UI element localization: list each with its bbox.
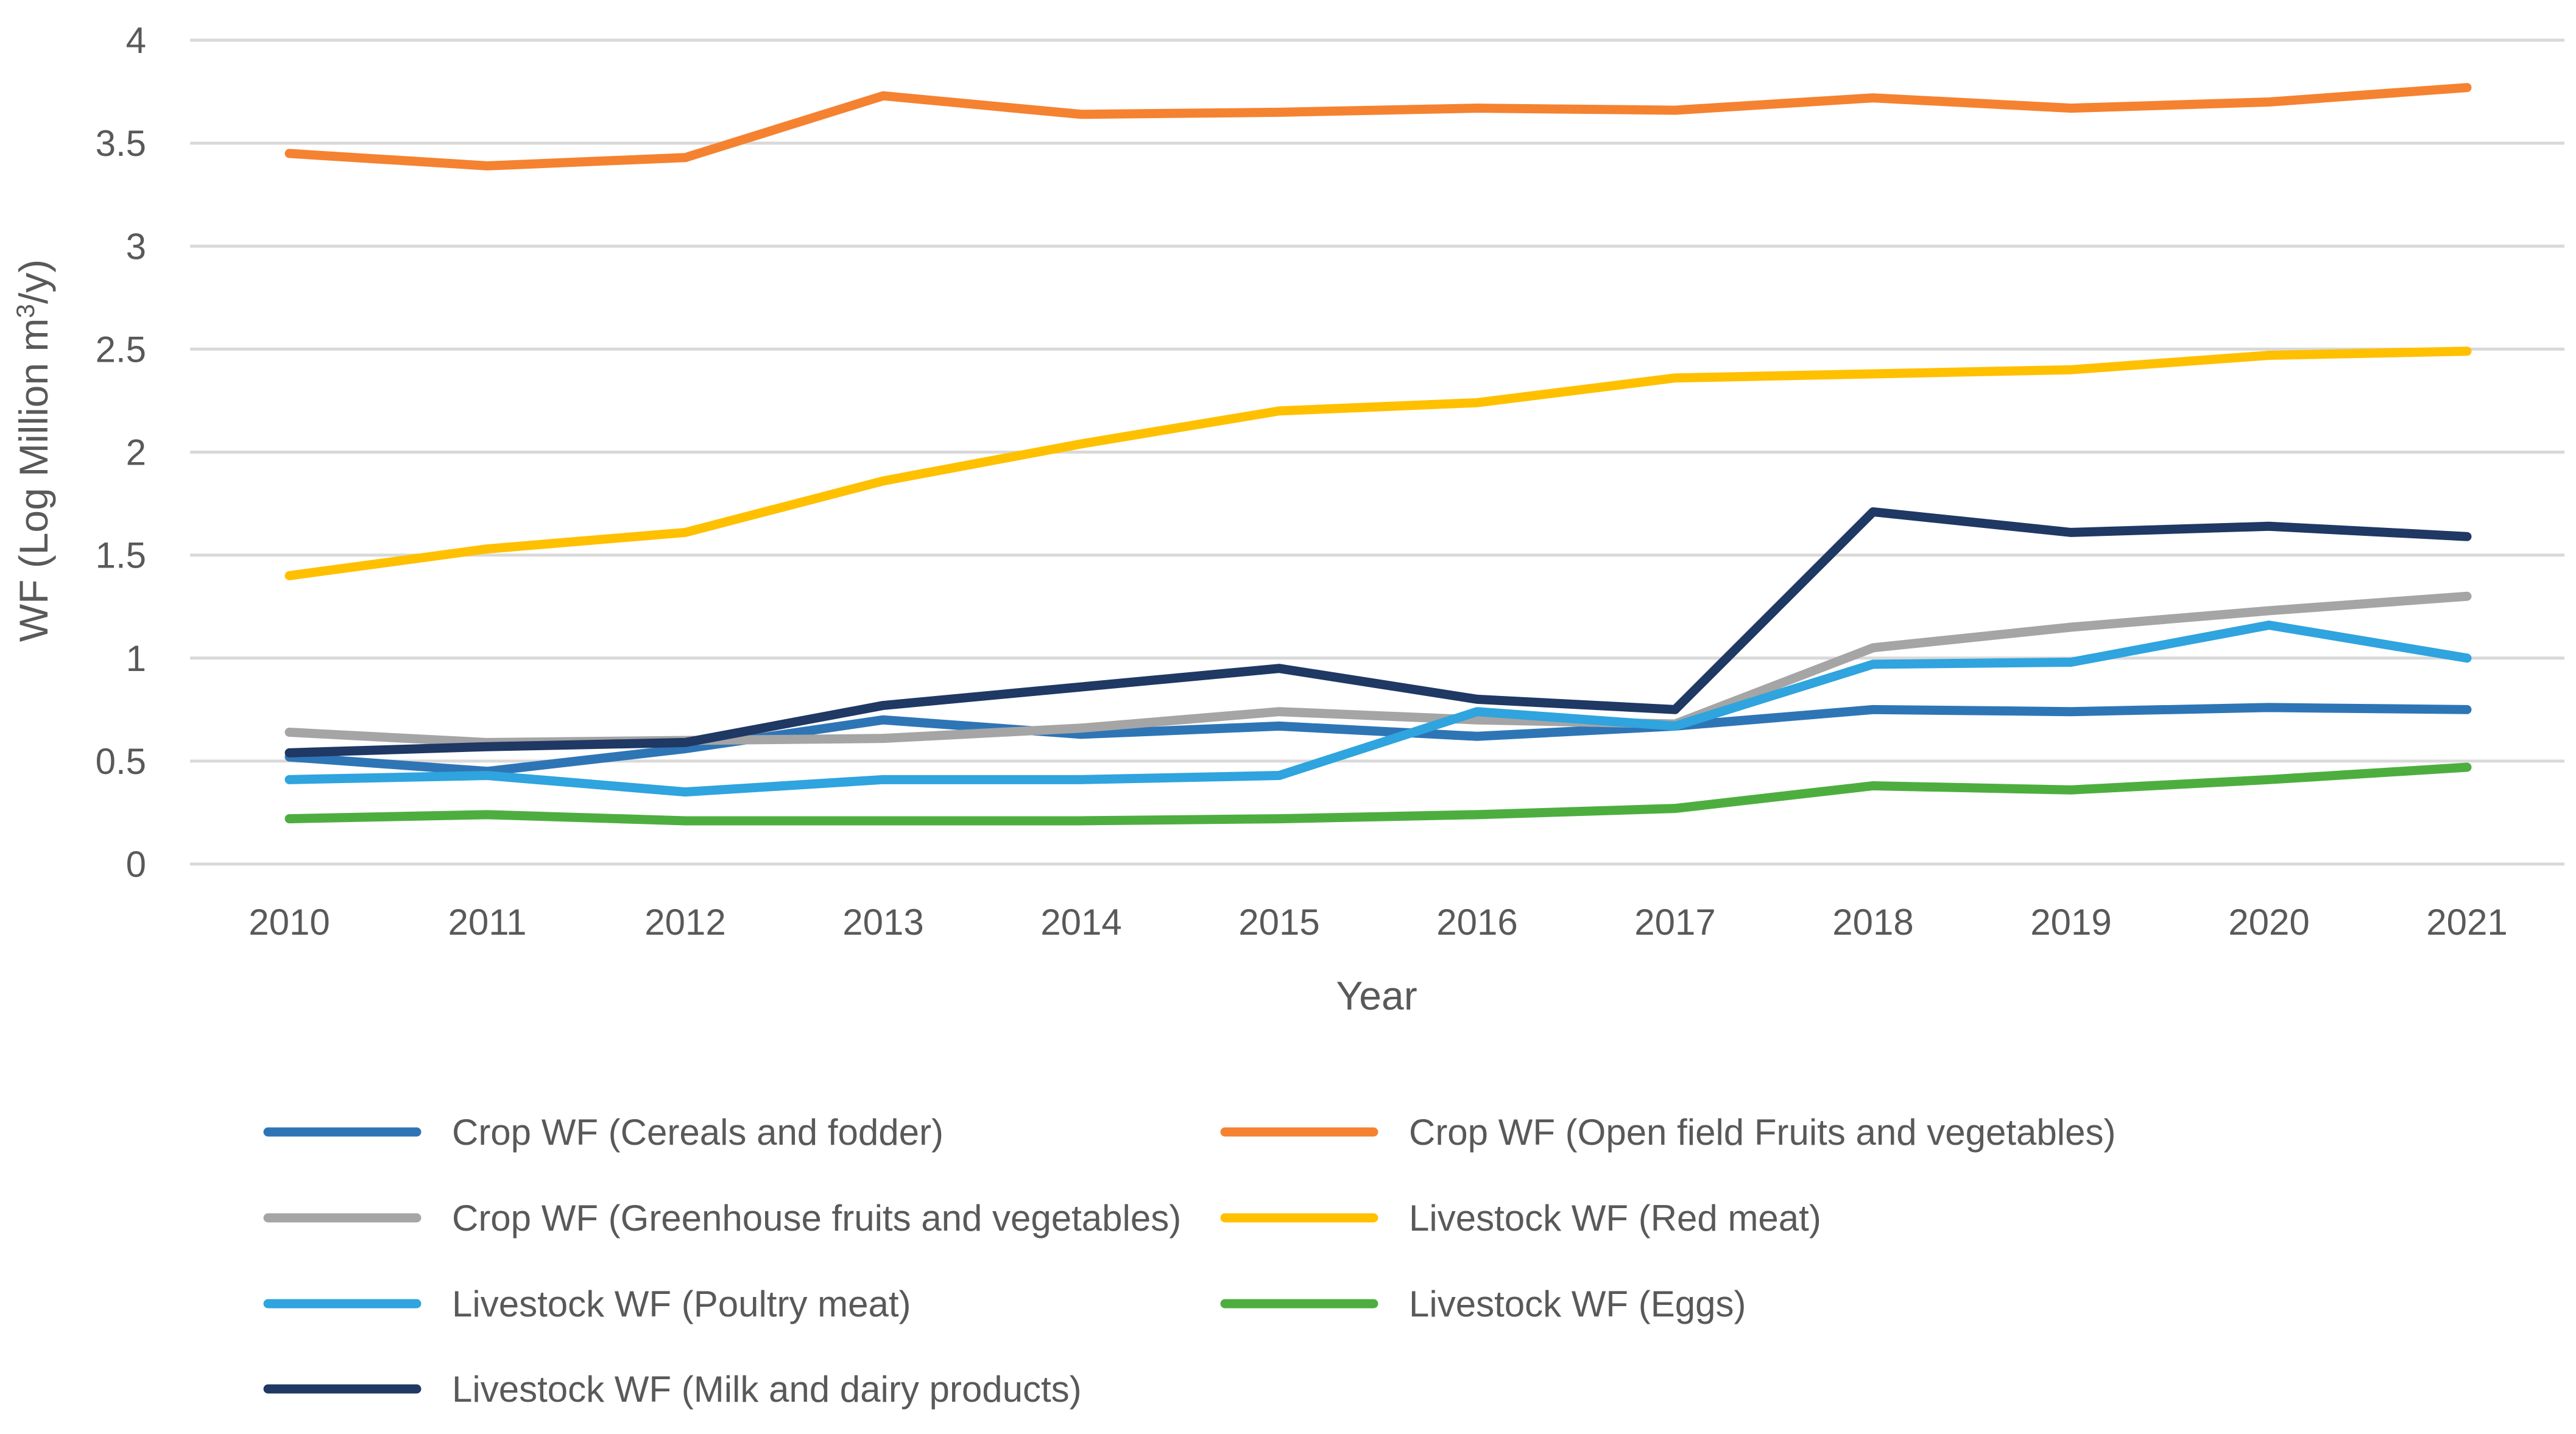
series-line-4 <box>284 620 2472 797</box>
legend-item: Crop WF (Greenhouse fruits and vegetable… <box>263 1198 1181 1239</box>
x-tick-label: 2015 <box>1238 902 1319 943</box>
legend-label: Crop WF (Open field Fruits and vegetable… <box>1409 1112 2115 1153</box>
series-line-2 <box>284 591 2472 747</box>
series-line-0 <box>284 703 2472 776</box>
y-axis-title-main: WF (Log Million m <box>11 318 56 642</box>
y-axis-ticks: 0 0.5 1 1.5 2 2.5 3 3.5 4 <box>96 20 146 885</box>
x-tick-label: 2013 <box>842 902 923 943</box>
y-tick-label: 3.5 <box>96 123 146 164</box>
y-tick-label: 4 <box>126 20 146 61</box>
x-tick-label: 2010 <box>249 902 330 943</box>
series-line-3 <box>284 346 2472 580</box>
x-tick-label: 2014 <box>1040 902 1121 943</box>
legend-item: Crop WF (Open field Fruits and vegetable… <box>1220 1112 2115 1153</box>
legend-item: Livestock WF (Poultry meat) <box>263 1284 911 1324</box>
legend-label: Livestock WF (Red meat) <box>1409 1198 1821 1239</box>
y-tick-label: 2.5 <box>96 329 146 370</box>
y-axis-title-superscript: 3 <box>11 304 40 318</box>
x-tick-label: 2017 <box>1634 902 1715 943</box>
legend-label: Livestock WF (Eggs) <box>1409 1284 1746 1324</box>
y-tick-label: 0 <box>126 844 146 885</box>
y-tick-label: 1 <box>126 638 146 679</box>
series-lines <box>284 83 2472 826</box>
y-tick-label: 1.5 <box>96 535 146 576</box>
legend-label: Livestock WF (Poultry meat) <box>452 1284 911 1324</box>
x-tick-label: 2018 <box>1832 902 1913 943</box>
legend-label: Livestock WF (Milk and dairy products) <box>452 1369 1082 1410</box>
y-tick-label: 3 <box>126 226 146 267</box>
y-axis-title: WF (Log Million m3/y) <box>11 259 56 642</box>
legend: Crop WF (Cereals and fodder) Crop WF (Ope… <box>263 1112 2115 1410</box>
x-tick-label: 2019 <box>2030 902 2111 943</box>
series-line-5 <box>284 762 2472 826</box>
legend-item: Livestock WF (Milk and dairy products) <box>263 1369 1082 1410</box>
x-tick-label: 2020 <box>2228 902 2309 943</box>
x-tick-label: 2011 <box>448 902 526 943</box>
y-axis-title-end: /y) <box>11 259 56 304</box>
y-tick-label: 2 <box>126 432 146 473</box>
legend-label: Crop WF (Cereals and fodder) <box>452 1112 944 1153</box>
legend-item: Crop WF (Cereals and fodder) <box>263 1112 944 1153</box>
series-line-6 <box>284 507 2472 757</box>
x-axis-ticks: 2010 2011 2012 2013 2014 2015 2016 2017 2018 2019… <box>249 902 2507 943</box>
x-tick-label: 2012 <box>644 902 725 943</box>
y-tick-label: 0.5 <box>96 741 146 782</box>
legend-label: Crop WF (Greenhouse fruits and vegetable… <box>452 1198 1181 1239</box>
x-axis-title: Year <box>1336 973 1417 1018</box>
x-tick-label: 2021 <box>2426 902 2507 943</box>
legend-item: Livestock WF (Red meat) <box>1220 1198 1821 1239</box>
legend-item: Livestock WF (Eggs) <box>1220 1284 1746 1324</box>
x-tick-label: 2016 <box>1436 902 1517 943</box>
series-line-1 <box>284 83 2472 170</box>
